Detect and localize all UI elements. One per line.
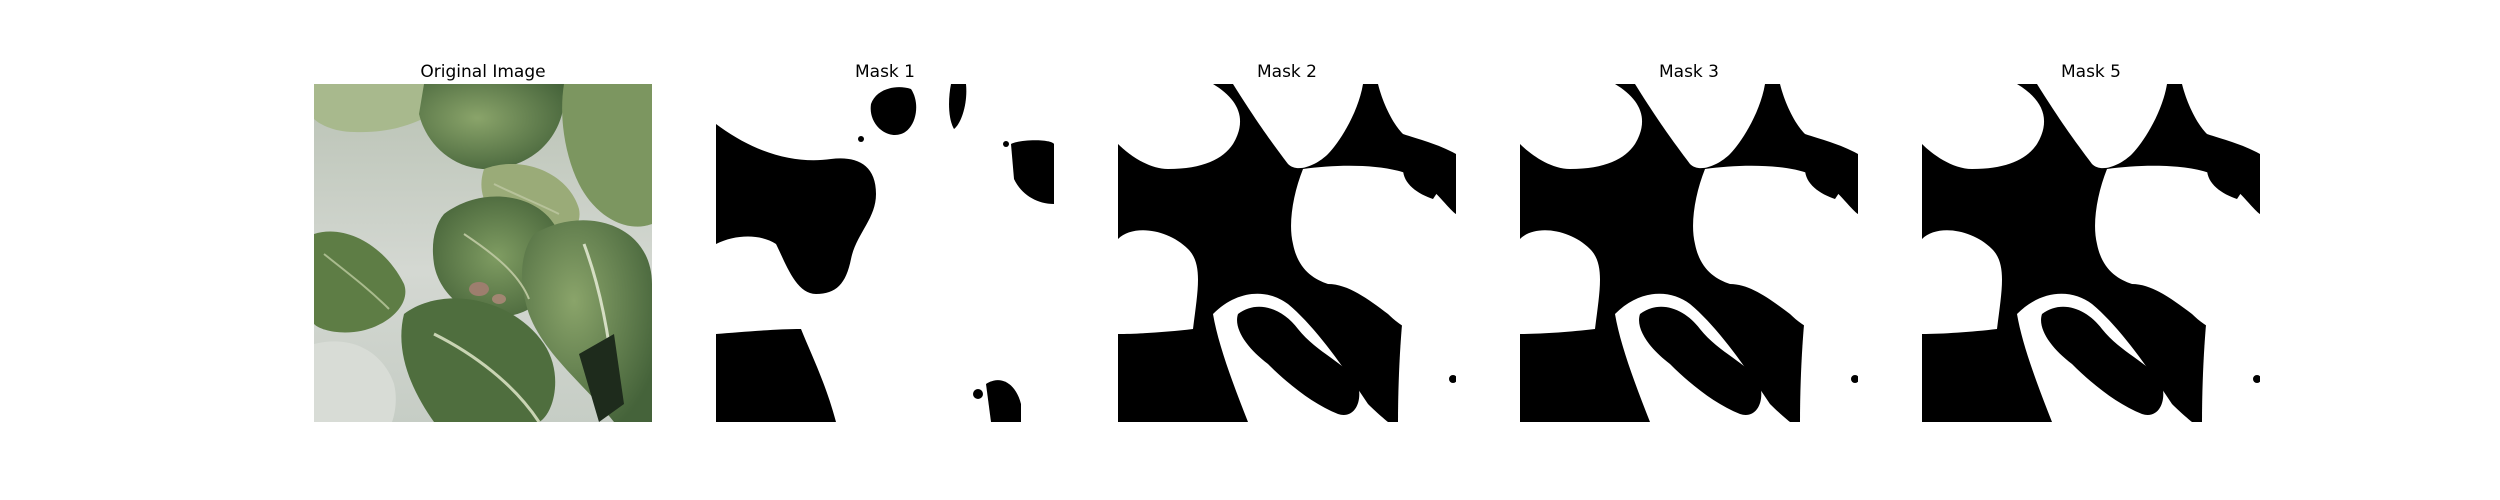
mask-3-image <box>1520 84 1858 422</box>
panel-title: Original Image <box>420 62 546 82</box>
mask-2-image <box>1118 84 1456 422</box>
mask-5-image <box>1922 84 2260 422</box>
original-leaf-photo <box>314 84 652 422</box>
panel-title: Mask 2 <box>1256 62 1317 82</box>
panel-title: Mask 5 <box>2060 62 2121 82</box>
panel-title: Mask 1 <box>854 62 915 82</box>
mask-1-image <box>716 84 1054 422</box>
panel-title: Mask 3 <box>1658 62 1719 82</box>
